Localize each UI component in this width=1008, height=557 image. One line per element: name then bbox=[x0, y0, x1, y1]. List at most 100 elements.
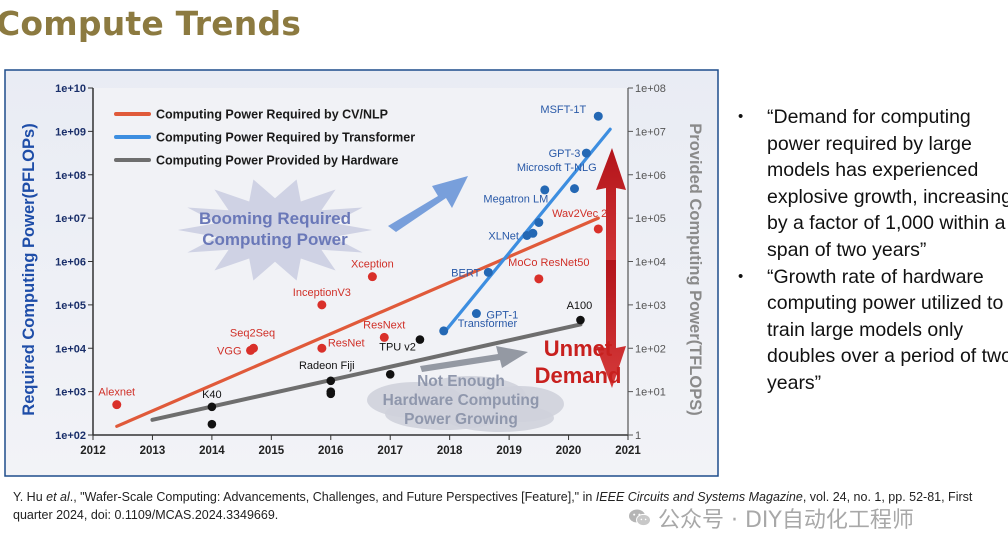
y2-tick-label: 1e+05 bbox=[635, 213, 666, 225]
data-point bbox=[207, 419, 217, 429]
y-tick-label: 1e+10 bbox=[55, 83, 86, 95]
booming-label: Booming Required bbox=[199, 209, 351, 228]
plot-area bbox=[93, 88, 628, 435]
data-label: Seq2Seq bbox=[230, 327, 275, 339]
data-point bbox=[540, 185, 550, 195]
bullet-item: • “Growth rate of hardware computing powe… bbox=[738, 264, 1008, 397]
x-tick-label: 2017 bbox=[377, 445, 403, 457]
data-point bbox=[367, 272, 377, 282]
x-tick-label: 2012 bbox=[80, 445, 106, 457]
data-label: VGG bbox=[217, 345, 241, 357]
data-label: MoCo ResNet50 bbox=[508, 257, 589, 269]
y2-tick-label: 1e+03 bbox=[635, 300, 666, 312]
slide-title: Compute Trends bbox=[0, 4, 302, 43]
data-point bbox=[379, 332, 389, 342]
y2-tick-label: 1e+06 bbox=[635, 170, 666, 182]
data-label: XLNet bbox=[488, 230, 519, 242]
citation-tail: , vol. 24, no. 1, pp. 52-81, First quart… bbox=[13, 490, 973, 522]
bullet-text: “Demand for computing power required by … bbox=[767, 106, 1008, 261]
not-enough-label: Power Growing bbox=[404, 411, 518, 428]
data-label: ResNet bbox=[328, 337, 365, 349]
data-point bbox=[581, 148, 591, 158]
not-enough-cloud bbox=[446, 404, 554, 432]
axes: 2012 2013 2014 2015 2016 2017 2018 2019 2020 2021… bbox=[20, 83, 704, 457]
data-point bbox=[534, 217, 544, 227]
x-tick-label: 2015 bbox=[259, 445, 285, 457]
bullet-text: “Growth rate of hardware computing power… bbox=[767, 265, 1008, 394]
data-label: GPT-3 bbox=[549, 148, 581, 160]
watermark-text: 公众号 · DIY自动化工程师 bbox=[658, 508, 914, 533]
y-tick-label: 1e+06 bbox=[55, 257, 86, 269]
data-point bbox=[112, 400, 122, 410]
booming-label: Computing Power bbox=[202, 230, 348, 249]
x-tick-label: 2013 bbox=[140, 445, 166, 457]
data-point bbox=[483, 267, 493, 277]
data-point bbox=[528, 228, 538, 238]
unmet-arrow-down bbox=[596, 260, 626, 388]
data-label: Wav2Vec 2.0 bbox=[552, 208, 616, 220]
trend-line bbox=[115, 216, 600, 428]
legend: Computing Power Required by CV/NLP Comput… bbox=[114, 108, 415, 168]
citation-authors: Y. Hu bbox=[13, 490, 47, 504]
bullet-marker: • bbox=[738, 267, 744, 285]
booming-arrow bbox=[388, 176, 468, 232]
data-label: InceptionV3 bbox=[293, 287, 351, 299]
unmet-label: Demand bbox=[535, 363, 622, 388]
watermark: 公众号 · DIY自动化工程师 bbox=[628, 502, 914, 534]
x-tick-label: 2021 bbox=[615, 445, 641, 457]
x-tick-label: 2014 bbox=[199, 445, 225, 457]
y2-tick-label: 1e+02 bbox=[635, 343, 666, 355]
citation-journal: IEEE Circuits and Systems Magazine bbox=[595, 490, 803, 504]
data-label: Xception bbox=[351, 259, 394, 271]
data-label: Alexnet bbox=[98, 387, 135, 399]
data-point bbox=[326, 389, 336, 399]
data-label: A100 bbox=[567, 300, 593, 312]
data-label: MSFT-1T bbox=[540, 104, 586, 116]
data-label: ResNext bbox=[363, 319, 405, 331]
data-point bbox=[246, 345, 256, 355]
unmet-arrow-up bbox=[596, 148, 626, 282]
data-label: Megatron LM bbox=[483, 193, 548, 205]
data-label: BERT bbox=[451, 267, 480, 279]
data-label: Transformer bbox=[458, 318, 518, 330]
bullet-marker: • bbox=[738, 108, 744, 125]
not-enough-label: Hardware Computing bbox=[383, 392, 540, 409]
y2-tick-label: 1e+01 bbox=[635, 387, 666, 399]
x-tick-label: 2019 bbox=[496, 445, 522, 457]
not-enough-label: Not Enough bbox=[417, 373, 505, 390]
data-label: TPU v2 bbox=[379, 342, 416, 354]
y-tick-label: 1e+09 bbox=[55, 126, 86, 138]
bullet-item: • “Demand for computing power required by… bbox=[738, 104, 1008, 264]
x-tick-label: 2018 bbox=[437, 445, 463, 457]
data-point bbox=[326, 376, 336, 386]
data-point bbox=[534, 274, 544, 284]
x-tick-label: 2016 bbox=[318, 445, 344, 457]
citation: Y. Hu et al., "Wafer-Scale Computing: Ad… bbox=[13, 488, 1003, 524]
y-tick-label: 1e+03 bbox=[55, 387, 86, 399]
data-point bbox=[593, 111, 603, 121]
data-point bbox=[471, 309, 481, 319]
data-label: Microsoft T-NLG bbox=[517, 162, 597, 174]
citation-etal: et al bbox=[46, 490, 70, 504]
data-point bbox=[207, 402, 217, 412]
y-axis-title: Required Computing Power(PFLOPs) bbox=[20, 123, 38, 415]
data-point bbox=[570, 184, 579, 194]
data-label: GPT-1 bbox=[486, 310, 518, 322]
data-label: Radeon Fiji bbox=[299, 360, 355, 372]
data-point bbox=[385, 369, 395, 379]
y-tick-label: 1e+02 bbox=[55, 430, 86, 442]
trend-line bbox=[150, 322, 583, 422]
y2-tick-label: 1e+07 bbox=[635, 126, 666, 138]
data-point bbox=[317, 300, 327, 310]
data-point bbox=[576, 315, 585, 325]
y2-tick-label: 1e+08 bbox=[635, 83, 666, 95]
y2-axis-title: Provided Computing Power(TFLOPS) bbox=[686, 123, 704, 415]
legend-label: Computing Power Provided by Hardware bbox=[156, 154, 398, 168]
booming-burst bbox=[177, 179, 373, 281]
y2-tick-label: 1e+04 bbox=[635, 257, 666, 269]
data-label: K40 bbox=[202, 389, 222, 401]
data-points: Alexnet VGG Seq2Seq InceptionV3 ResNet Xcepti… bbox=[98, 104, 616, 429]
bullet-list: • “Demand for computing power required by… bbox=[738, 104, 1008, 397]
compute-trends-chart: 2012 2013 2014 2015 2016 2017 2018 2019 2020 2021… bbox=[4, 69, 719, 477]
